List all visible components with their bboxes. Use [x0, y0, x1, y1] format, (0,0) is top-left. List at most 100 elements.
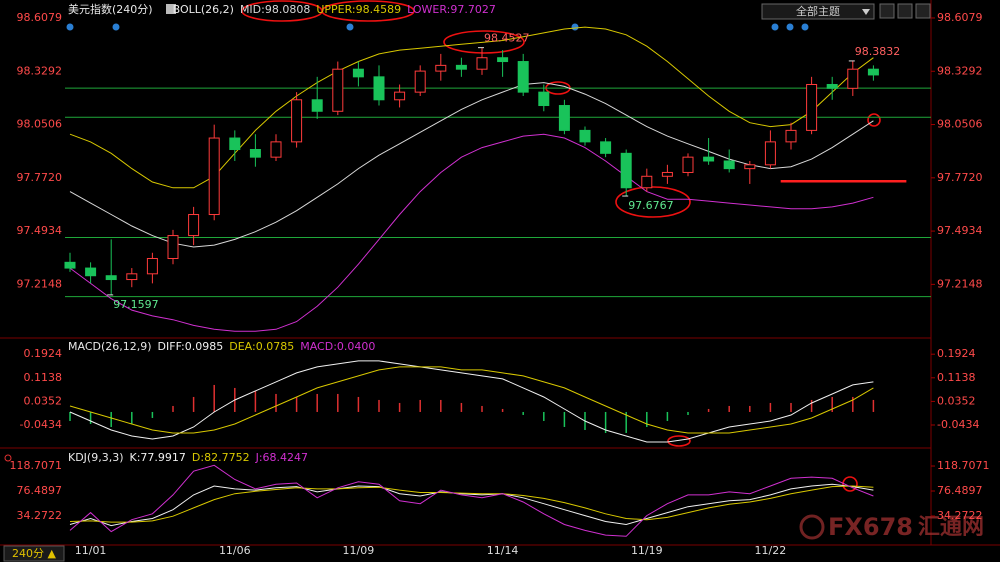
y-tick-label: -0.0434: [937, 418, 979, 431]
indicator-line: [69, 366, 874, 434]
candle-body: [847, 68, 859, 89]
candle-body: [167, 235, 179, 260]
y-tick-label: -0.0434: [20, 418, 62, 431]
y-tick-label: 97.2148: [937, 277, 983, 290]
legend-entry: DEA:0.0785: [229, 340, 294, 353]
legend-entry: J:68.4247: [255, 451, 308, 464]
watermark-cn: 汇通网: [918, 515, 984, 540]
candle-body: [311, 99, 323, 112]
y-tick-label: 98.0506: [17, 118, 63, 131]
candle-body: [600, 141, 612, 154]
y-tick-label: 98.6079: [937, 11, 983, 24]
candle-body: [661, 171, 673, 177]
y-tick-label: 76.4897: [937, 484, 983, 497]
y-tick-label: 98.0506: [937, 118, 983, 131]
x-tick-label: 11/09: [343, 544, 375, 557]
y-tick-label: 97.7720: [17, 171, 63, 184]
candle-body: [826, 83, 838, 89]
watermark-brand: FX678: [828, 513, 913, 541]
candle-body: [785, 129, 797, 143]
y-tick-label: 76.4897: [17, 484, 63, 497]
indicator-line: [69, 360, 874, 443]
candle-body: [394, 91, 406, 101]
indicator-line: [69, 485, 874, 523]
y-tick-label: 98.6079: [17, 11, 63, 24]
y-tick-label: 97.4934: [17, 224, 63, 237]
event-dots: [66, 23, 809, 31]
legend-entry: MID:98.0808: [240, 3, 310, 16]
candle-body: [497, 57, 509, 63]
candle-body: [538, 91, 550, 107]
candle-body: [270, 141, 282, 158]
y-tick-label: 0.1138: [24, 371, 63, 384]
annotation: 98.4527: [484, 32, 530, 45]
candle-body: [558, 105, 570, 131]
legend-entry: MACD:0.0400: [300, 340, 375, 353]
annotation: 97.6767: [628, 199, 674, 212]
indicator-line: [69, 26, 874, 189]
candle-body: [126, 273, 138, 281]
period-label: 240分 ▲: [12, 547, 56, 560]
indicator-line: [69, 82, 874, 248]
candle-body: [579, 129, 591, 143]
candle-body: [332, 68, 344, 112]
panel-button[interactable]: [897, 3, 913, 19]
candle-body: [373, 76, 385, 101]
indicator-line: [69, 483, 874, 527]
candle-body: [476, 57, 488, 70]
y-tick-label: 0.1924: [24, 347, 63, 360]
panel-icon: [4, 454, 12, 462]
indicator-title: BOLL(26,2): [173, 3, 234, 16]
candle-body: [208, 137, 220, 216]
y-tick-label: 0.1924: [937, 347, 976, 360]
candle-body: [229, 137, 241, 151]
candle-body: [682, 156, 694, 173]
y-tick-label: 0.1138: [937, 371, 976, 384]
x-tick-label: 11/14: [487, 544, 519, 557]
y-tick-label: 97.4934: [937, 224, 983, 237]
candle-body: [641, 175, 653, 189]
annotation: 97.1597: [113, 298, 159, 311]
panel-title: KDJ(9,3,3): [68, 451, 124, 464]
candle-body: [146, 258, 158, 275]
indicator-line: [69, 464, 874, 537]
panel-title: 美元指数(240分): [68, 2, 153, 16]
theme-select-label: 全部主题: [796, 4, 840, 18]
candle-body: [435, 64, 447, 72]
period-button[interactable]: [3, 545, 65, 562]
candle-body: [517, 61, 529, 93]
legend-entry: UPPER:98.4589: [316, 3, 401, 16]
candle-body: [620, 152, 632, 189]
annotation: 98.3832: [855, 45, 901, 58]
x-tick-label: 11/19: [631, 544, 663, 557]
legend-entry: D:82.7752: [192, 451, 250, 464]
legend-icon: [166, 4, 176, 14]
panel-button[interactable]: [879, 3, 895, 19]
candle-body: [764, 141, 776, 166]
x-tick-label: 11/06: [219, 544, 251, 557]
candle-body: [64, 261, 76, 269]
indicator-line: [69, 133, 874, 332]
y-tick-label: 0.0352: [937, 394, 976, 407]
theme-select[interactable]: [761, 3, 875, 20]
candle-body: [744, 164, 756, 170]
y-tick-label: 34.2722: [17, 509, 63, 522]
y-tick-label: 0.0352: [24, 394, 63, 407]
y-tick-label: 118.7071: [937, 459, 990, 472]
watermark-logo: [799, 514, 825, 540]
candle-body: [455, 64, 467, 70]
y-tick-label: 34.2722: [937, 509, 983, 522]
legend-entry: DIFF:0.0985: [158, 340, 224, 353]
panel-button[interactable]: [915, 3, 931, 19]
candle-body: [85, 267, 97, 277]
dropdown-arrow: [862, 9, 870, 15]
legend-entry: LOWER:97.7027: [407, 3, 496, 16]
legend-entry: K:77.9917: [130, 451, 186, 464]
candle-body: [291, 99, 303, 143]
candle-body: [352, 68, 364, 78]
candle-body: [723, 160, 735, 170]
candle-body: [105, 275, 117, 281]
y-tick-label: 118.7071: [10, 459, 63, 472]
highlight-marks: [241, 0, 881, 492]
